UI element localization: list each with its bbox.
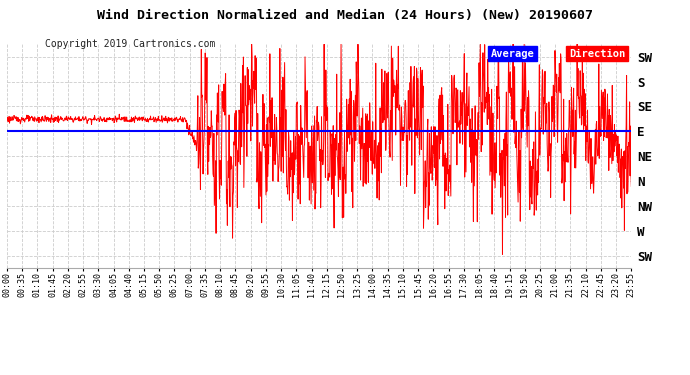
Text: Wind Direction Normalized and Median (24 Hours) (New) 20190607: Wind Direction Normalized and Median (24… (97, 9, 593, 22)
Text: Copyright 2019 Cartronics.com: Copyright 2019 Cartronics.com (45, 39, 215, 50)
Text: Direction: Direction (569, 49, 625, 59)
Text: Average: Average (491, 49, 535, 59)
